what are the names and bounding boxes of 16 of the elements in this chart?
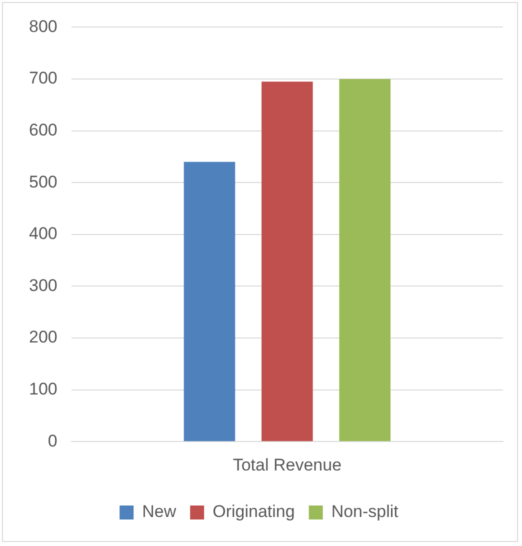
y-tick-label: 300 [28, 276, 58, 295]
legend-label: Non-split [331, 502, 399, 522]
y-tick-label: 600 [28, 120, 58, 140]
y-tick-label: 800 [28, 16, 58, 36]
x-tick-label: Total Revenue [232, 455, 342, 474]
bar [262, 82, 313, 442]
y-tick-label: 100 [28, 379, 58, 398]
y-tick-label: 400 [28, 224, 58, 244]
bar [339, 79, 391, 442]
y-tick-label: 700 [28, 68, 58, 88]
bar [184, 162, 236, 442]
y-tick-label: 200 [28, 328, 58, 347]
y-tick-label: 0 [48, 431, 58, 450]
legend-label: New [142, 502, 177, 522]
legend-label: Originating [212, 502, 295, 522]
y-tick-label: 500 [28, 172, 58, 192]
